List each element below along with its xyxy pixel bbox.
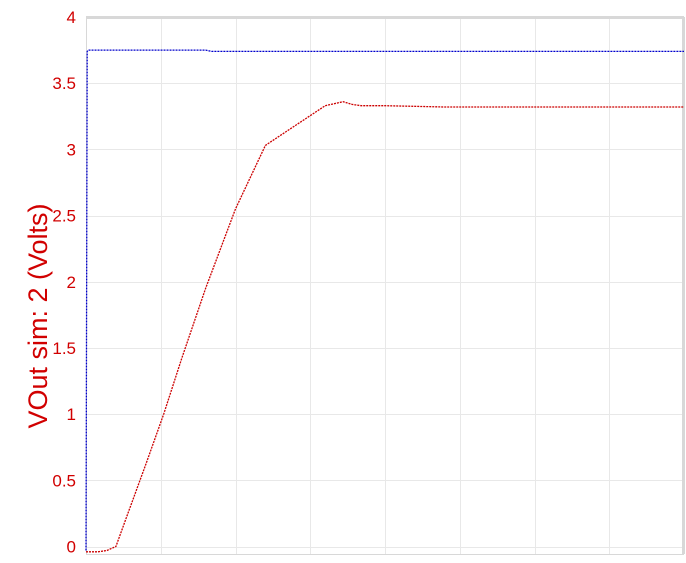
y-tick-label-3: 1.5 <box>52 339 76 358</box>
y-tick-label-2: 1 <box>67 405 76 424</box>
y-tick-label-7: 3.5 <box>52 74 76 93</box>
y-tick-labels: 0 0.5 1 1.5 2 2.5 3 3.5 4 <box>52 8 76 557</box>
y-tick-label-0: 0 <box>67 538 76 557</box>
y-tick-label-5: 2.5 <box>52 207 76 226</box>
y-tick-label-8: 4 <box>67 8 76 27</box>
series-line-blue <box>85 49 684 551</box>
y-tick-label-4: 2 <box>67 273 76 292</box>
y-axis-title: VOut sim: 2 (Volts) <box>23 203 53 428</box>
y-tick-label-1: 0.5 <box>52 471 76 490</box>
series-layer <box>85 49 684 553</box>
grid-layer <box>86 17 684 554</box>
series-line-red <box>86 101 684 553</box>
y-tick-label-6: 3 <box>67 140 76 159</box>
